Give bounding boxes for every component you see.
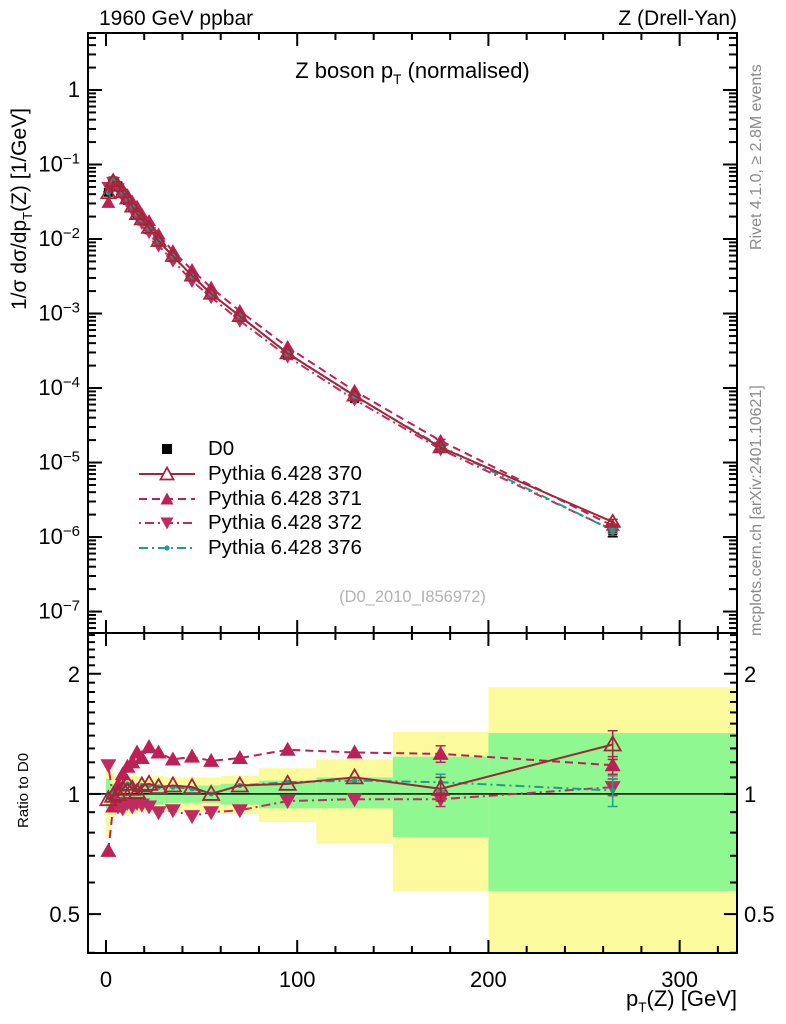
mc-series-6428370 [98,172,623,807]
legend-label: Pythia 6.428 372 [208,511,362,535]
svg-text:10−5: 10−5 [38,449,80,475]
legend-label: D0 [208,437,235,461]
filled-triangle-dashed-line-icon [139,492,195,505]
plot-title: Z boson pT (normalised) [88,58,737,87]
axis-ticks [88,33,737,954]
svg-text:100: 100 [279,967,316,992]
legend-label: Pythia 6.428 371 [208,486,362,510]
legend-item-d0: D0 [136,437,362,462]
svg-text:0.5: 0.5 [744,902,775,927]
x-axis-label: pT(Z) [GeV] [625,986,737,1016]
svg-text:10−6: 10−6 [38,523,80,549]
svg-text:1: 1 [68,782,80,807]
d0-marker-icon [162,444,172,455]
svg-text:10−3: 10−3 [38,300,80,326]
y-axis-label-ratio: Ratio to D0 [15,752,32,828]
svg-text:10−4: 10−4 [38,374,80,400]
legend-item-pythia-371: Pythia 6.428 371 [136,486,362,511]
process-info: Z (Drell-Yan) [618,7,737,30]
legend-label: Pythia 6.428 370 [208,462,362,486]
analysis-id-watermark: (D0_2010_I856972) [339,588,486,606]
legend: D0 Pythia 6.428 370 Pythia 6.428 371 Pyt… [136,437,362,560]
svg-text:300: 300 [661,967,698,992]
svg-text:10−2: 10−2 [38,225,80,251]
beam-info: 1960 GeV ppbar [99,7,254,30]
open-triangle-line-icon [139,465,195,481]
down-triangle-dashdot-line-icon [139,517,195,530]
svg-text:1: 1 [68,77,80,102]
svg-text:10−7: 10−7 [38,598,80,624]
plot-title-text: Z boson p [295,58,394,83]
mcplots-note: mcplots.cern.ch [arXiv:2401.10621] [748,385,765,636]
dot-dashdot-line-icon [139,545,195,551]
svg-text:0.5: 0.5 [49,902,80,927]
svg-text:1: 1 [744,782,756,807]
svg-text:10−1: 10−1 [38,151,80,177]
y-axis-label-top: 1/σ dσ/dpT(Z) [1/GeV] [8,108,35,310]
rivet-version-note: Rivet 4.1.0, ≥ 2.8M events [748,64,765,250]
svg-text:0: 0 [100,967,112,992]
legend-item-pythia-376: Pythia 6.428 376 [136,536,362,561]
ratio-uncertainty-bands [105,687,737,953]
svg-text:200: 200 [470,967,507,992]
svg-text:2: 2 [68,662,80,687]
legend-item-pythia-370: Pythia 6.428 370 [136,462,362,487]
legend-label: Pythia 6.428 376 [208,536,362,560]
axis-tick-labels: 0 100 200 300 1 10−1 10−2 10−3 10−4 10−5 10−6 10−7 0… [38,77,774,992]
plot-title-subscript: T [393,72,402,88]
plot-title-suffix: (normalised) [401,58,530,83]
svg-text:2: 2 [744,662,756,687]
legend-item-pythia-372: Pythia 6.428 372 [136,511,362,536]
